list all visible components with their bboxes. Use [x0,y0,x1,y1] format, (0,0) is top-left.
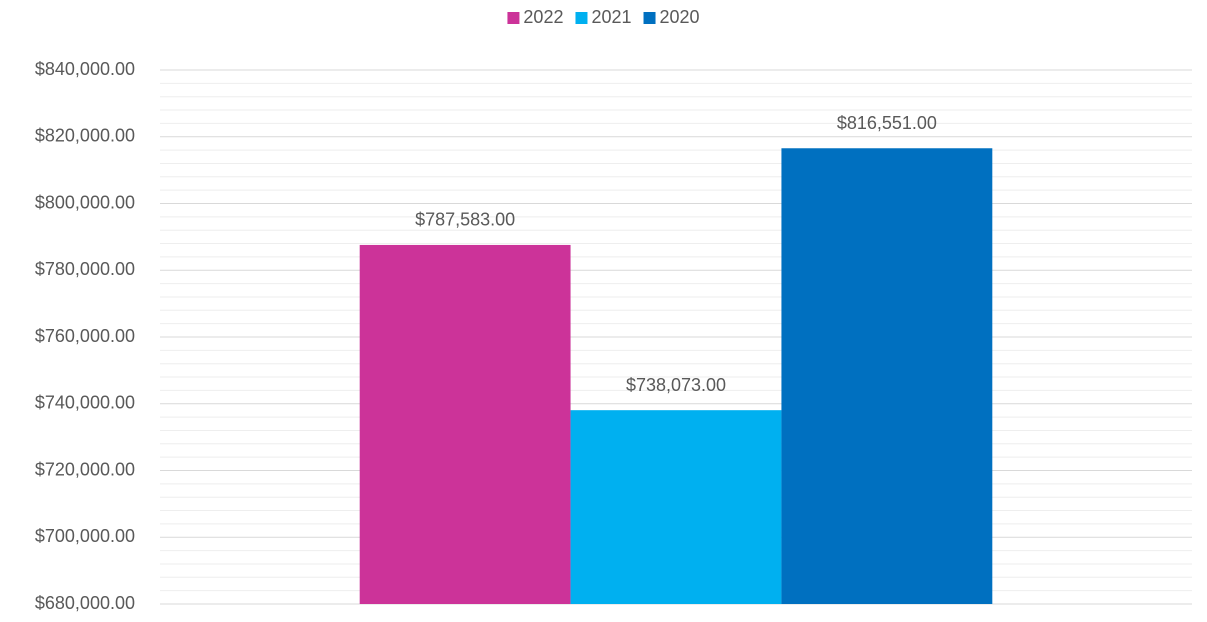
data-label: $738,073.00 [626,375,726,395]
legend-label: 2021 [591,7,631,27]
y-tick-label: $820,000.00 [35,126,135,146]
y-tick-label: $700,000.00 [35,526,135,546]
y-tick-label: $840,000.00 [35,59,135,79]
legend-swatch [643,12,656,24]
data-label: $816,551.00 [837,113,937,133]
bar [781,148,993,604]
y-tick-label: $780,000.00 [35,259,135,279]
y-tick-label: $720,000.00 [35,459,135,479]
legend-label: 2020 [660,7,700,27]
y-tick-label: $800,000.00 [35,192,135,212]
y-tick-label: $740,000.00 [35,393,135,413]
bar [359,244,571,604]
legend-swatch [507,12,520,24]
y-tick-label: $760,000.00 [35,326,135,346]
y-tick-label: $680,000.00 [35,593,135,613]
legend-swatch [575,12,588,24]
bar [570,410,782,604]
data-label: $787,583.00 [415,210,515,230]
legend-label: 2022 [523,7,563,27]
